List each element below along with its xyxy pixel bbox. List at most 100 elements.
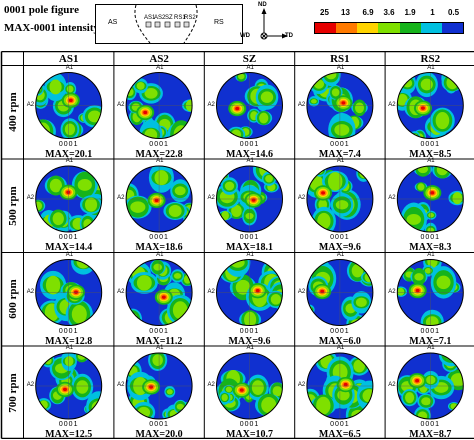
pf-a2-label: A2 <box>388 288 396 295</box>
pole-figure <box>216 165 283 233</box>
column-header-sz: SZ <box>242 53 257 65</box>
pf-index-label: 0001 <box>149 234 169 241</box>
marker-as2 <box>154 21 161 28</box>
max-intensity-label: MAX=6.5 <box>318 429 361 440</box>
max-intensity-label: MAX=7.4 <box>318 148 361 160</box>
pole-figure <box>125 352 193 420</box>
pole-figure <box>306 352 374 420</box>
pf-a2-label: A2 <box>117 195 125 201</box>
max-intensity-label: MAX=18.1 <box>225 242 274 253</box>
max-intensity-label: MAX=11.2 <box>135 335 183 347</box>
figure-subtitle: MAX-0001 intensity <box>4 22 100 34</box>
pf-index-label: 0001 <box>149 421 169 428</box>
pf-a1-label: A1 <box>65 345 74 351</box>
pf-index-label: 0001 <box>58 140 79 148</box>
row-header-500-rpm: 500 rpm <box>6 186 19 226</box>
pf-a1-label: A1 <box>246 251 254 258</box>
marker-as1 <box>145 21 152 28</box>
pole-figure <box>35 72 103 139</box>
schematic-pos-sz: SZ <box>165 15 173 21</box>
schematic-pos-rs1: RS1 <box>174 15 186 21</box>
pole-figure <box>396 259 464 326</box>
max-intensity-label: MAX=8.3 <box>409 242 452 253</box>
pf-a1-label: A1 <box>65 158 74 164</box>
scale-labels: 25 13 6.9 3.6 1.9 1 0.5 <box>314 8 464 20</box>
pf-a1-label: A1 <box>427 158 435 164</box>
pf-index-label: 0001 <box>420 234 441 241</box>
pf-index-label: 0001 <box>58 327 79 335</box>
pole-figure-grid <box>0 51 474 439</box>
pf-a1-label: A1 <box>246 158 254 164</box>
pole-figure <box>125 259 193 326</box>
pf-index-label: 0001 <box>239 234 260 241</box>
pf-index-label: 0001 <box>330 234 350 241</box>
pole-figure <box>306 165 374 233</box>
pf-a1-label: A1 <box>336 345 345 351</box>
pf-index-label: 0001 <box>239 140 260 148</box>
pf-a2-label: A2 <box>207 101 215 108</box>
axes-icon: ND WD TD <box>240 2 296 44</box>
pf-index-label: 0001 <box>330 140 350 148</box>
scale-label-25: 25 <box>320 8 329 17</box>
pf-a1-label: A1 <box>156 345 164 351</box>
row-header-700-rpm: 700 rpm <box>6 373 19 413</box>
column-header-rs2: RS2 <box>420 53 441 65</box>
max-intensity-label: MAX=12.5 <box>45 429 93 440</box>
pf-index-label: 0001 <box>330 327 350 335</box>
pf-index-label: 0001 <box>239 421 260 428</box>
pf-a2-label: A2 <box>388 195 396 201</box>
max-intensity-label: MAX=7.1 <box>409 335 452 347</box>
max-intensity-label: MAX=9.6 <box>228 335 271 347</box>
pf-a2-label: A2 <box>117 288 125 295</box>
pf-a1-label: A1 <box>246 345 254 351</box>
pf-a1-label: A1 <box>427 251 435 258</box>
pf-a1-label: A1 <box>65 64 74 71</box>
pf-a1-label: A1 <box>336 64 345 71</box>
figure-title: 0001 pole figure <box>4 4 79 16</box>
pf-a1-label: A1 <box>156 251 164 258</box>
pf-index-label: 0001 <box>330 421 350 428</box>
max-intensity-label: MAX=18.6 <box>135 242 183 253</box>
axis-td-label: TD <box>285 33 293 39</box>
weld-schematic: AS RS AS1 AS2 SZ RS1 RS2 <box>95 4 243 44</box>
pole-figure <box>306 72 374 139</box>
axis-wd-label: WD <box>240 33 250 39</box>
max-intensity-label: MAX=12.8 <box>45 335 93 347</box>
max-intensity-label: MAX=14.4 <box>45 242 93 253</box>
scale-label-3-6: 3.6 <box>383 8 395 17</box>
pf-a2-label: A2 <box>26 101 35 108</box>
marker-rs1 <box>174 21 181 28</box>
pf-a2-label: A2 <box>207 382 215 388</box>
pf-a1-label: A1 <box>336 251 345 258</box>
pf-a2-label: A2 <box>117 382 125 388</box>
scale-label-13: 13 <box>341 8 350 17</box>
pole-figure <box>35 259 103 326</box>
pf-index-label: 0001 <box>149 327 169 335</box>
marker-sz <box>164 21 171 28</box>
pole-figure <box>35 352 103 420</box>
pf-a1-label: A1 <box>65 251 74 258</box>
pf-a2-label: A2 <box>297 101 306 108</box>
scale-swatch-0 <box>315 23 337 33</box>
max-intensity-label: MAX=8.5 <box>409 148 452 160</box>
scale-label-1: 1 <box>430 8 435 17</box>
scale-label-6-9: 6.9 <box>362 8 374 17</box>
pf-index-label: 0001 <box>420 327 441 335</box>
row-header-600-rpm: 600 rpm <box>6 279 19 319</box>
weld-outline <box>134 5 198 43</box>
pf-a2-label: A2 <box>297 195 306 201</box>
scale-swatch-5 <box>420 23 442 33</box>
pf-a1-label: A1 <box>427 345 435 351</box>
column-header-as1: AS1 <box>58 53 79 65</box>
axis-nd-label: ND <box>258 2 267 8</box>
pf-index-label: 0001 <box>239 327 260 335</box>
schematic-pos-as2: AS2 <box>154 15 166 21</box>
max-intensity-label: MAX=9.6 <box>318 242 361 253</box>
pf-a1-label: A1 <box>156 64 164 71</box>
pf-a2-label: A2 <box>26 382 35 388</box>
pf-a2-label: A2 <box>117 101 125 108</box>
pf-a1-label: A1 <box>427 64 435 71</box>
column-header-rs1: RS1 <box>330 53 350 65</box>
pf-index-label: 0001 <box>420 140 441 148</box>
pf-index-label: 0001 <box>420 421 441 428</box>
